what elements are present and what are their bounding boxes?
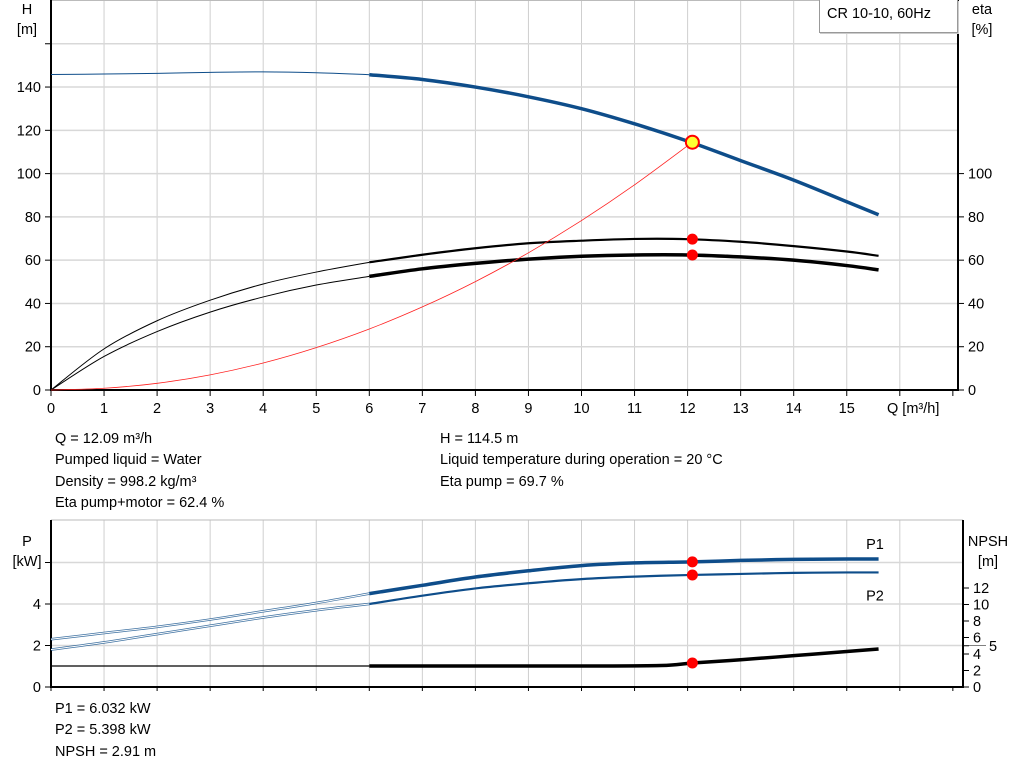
head-x-tick-label: 9 (524, 401, 532, 417)
power-y2-tick-label: 12 (973, 581, 989, 597)
head-x-tick-label: 3 (206, 401, 214, 417)
head-y-tick-label: 80 (25, 210, 41, 226)
series-system (50, 141, 693, 391)
series-P2-extended-inner (50, 603, 370, 651)
power-duty-point (686, 569, 698, 581)
head-y-label: [m] (17, 22, 37, 38)
series-P1 (369, 557, 879, 596)
power-y2-tick-label: 4 (973, 647, 981, 663)
series-H-extended (50, 71, 370, 76)
power-y2-tick-label: 8 (973, 614, 981, 630)
head-y-tick-label: 60 (25, 253, 41, 269)
series-eta_pump (369, 237, 879, 264)
head-x-tick-label: 12 (680, 401, 696, 417)
head-x-tick-label: 5 (312, 401, 320, 417)
head-duty-point (686, 233, 698, 245)
head-y-tick-label: 120 (17, 123, 41, 139)
power-y2-tick-label: 2 (973, 664, 981, 680)
result-liquid: Pumped liquid = Water (55, 452, 202, 468)
head-y2-tick-label: 80 (968, 210, 984, 226)
power-y2-label: [m] (978, 554, 998, 570)
head-y2-tick-label: 0 (968, 383, 976, 399)
result-eta-pump-motor: Eta pump+motor = 62.4 % (55, 495, 225, 511)
series-eta_pump_motor (369, 253, 879, 279)
head-x-tick-label: 0 (47, 401, 55, 417)
head-y2-label: [%] (972, 22, 993, 38)
result-npsh: NPSH = 2.91 m (55, 744, 157, 760)
result-q: Q = 12.09 m³/h (55, 431, 153, 447)
series-P1-extended-inner (50, 593, 370, 640)
head-x-tick-label: 6 (365, 401, 373, 417)
head-y-tick-label: 0 (33, 383, 41, 399)
head-y2-tick-label: 40 (968, 296, 984, 312)
series-eta_pump_motor-extended (50, 275, 370, 391)
pump-legend: CR 10-10, 60Hz (819, 0, 958, 33)
power-y2-tick-label: 0 (973, 680, 981, 696)
power-y2-label: NPSH (968, 534, 1008, 550)
power-y-label: P (22, 534, 32, 550)
series-label-P2: P2 (866, 588, 884, 604)
series-P2 (369, 571, 879, 606)
head-y2-label: eta (972, 2, 993, 18)
series-H (369, 72, 880, 217)
head-x-tick-label: 15 (839, 401, 855, 417)
power-y2-tick-label: 6 (973, 631, 981, 647)
power-y-label: [kW] (13, 554, 42, 570)
power-y-tick-label: 2 (33, 639, 41, 655)
power-panel (45, 519, 986, 691)
head-y2-tick-label: 20 (968, 340, 984, 356)
head-duty-point (686, 249, 698, 261)
power-duty-point (686, 556, 698, 568)
head-y-tick-label: 40 (25, 296, 41, 312)
head-y-label: H (22, 2, 32, 18)
head-x-tick-label: 1 (100, 401, 108, 417)
result-p1: P1 = 6.032 kW (55, 701, 151, 717)
head-x-tick-label: 11 (627, 401, 642, 417)
head-x-tick-label: 14 (786, 401, 802, 417)
head-x-tick-label: 8 (471, 401, 479, 417)
power-duty-point (686, 657, 698, 669)
head-y-tick-label: 100 (17, 167, 41, 183)
head-duty-point (684, 134, 700, 150)
head-y2-tick-label: 100 (968, 167, 992, 183)
series-NPSH (369, 647, 879, 668)
legend-label: CR 10-10, 60Hz (827, 6, 931, 22)
result-h: H = 114.5 m (440, 431, 519, 447)
head-panel (45, 0, 964, 396)
head-y2-tick-label: 60 (968, 253, 984, 269)
power-y2-tick-label: 10 (973, 598, 989, 614)
head-y-tick-label: 140 (17, 80, 41, 96)
power-y-tick-label: 4 (33, 597, 41, 613)
head-x-tick-label: 4 (259, 401, 267, 417)
head-x-tick-label: 10 (573, 401, 589, 417)
result-eta-pump: Eta pump = 69.7 % (440, 474, 564, 490)
power-y-tick-label: 0 (33, 680, 41, 696)
series-eta_pump-extended (50, 261, 370, 391)
power-y2-tick-label: 5 (989, 639, 997, 655)
head-x-label: Q [m³/h] (887, 401, 939, 417)
head-x-tick-label: 7 (418, 401, 426, 417)
result-p2: P2 = 5.398 kW (55, 722, 151, 738)
result-temperature: Liquid temperature during operation = 20… (440, 452, 723, 468)
head-x-tick-label: 13 (733, 401, 749, 417)
series-label-P1: P1 (866, 537, 884, 553)
result-density: Density = 998.2 kg/m³ (55, 474, 197, 490)
head-y-tick-label: 20 (25, 340, 41, 356)
head-x-tick-label: 2 (153, 401, 161, 417)
